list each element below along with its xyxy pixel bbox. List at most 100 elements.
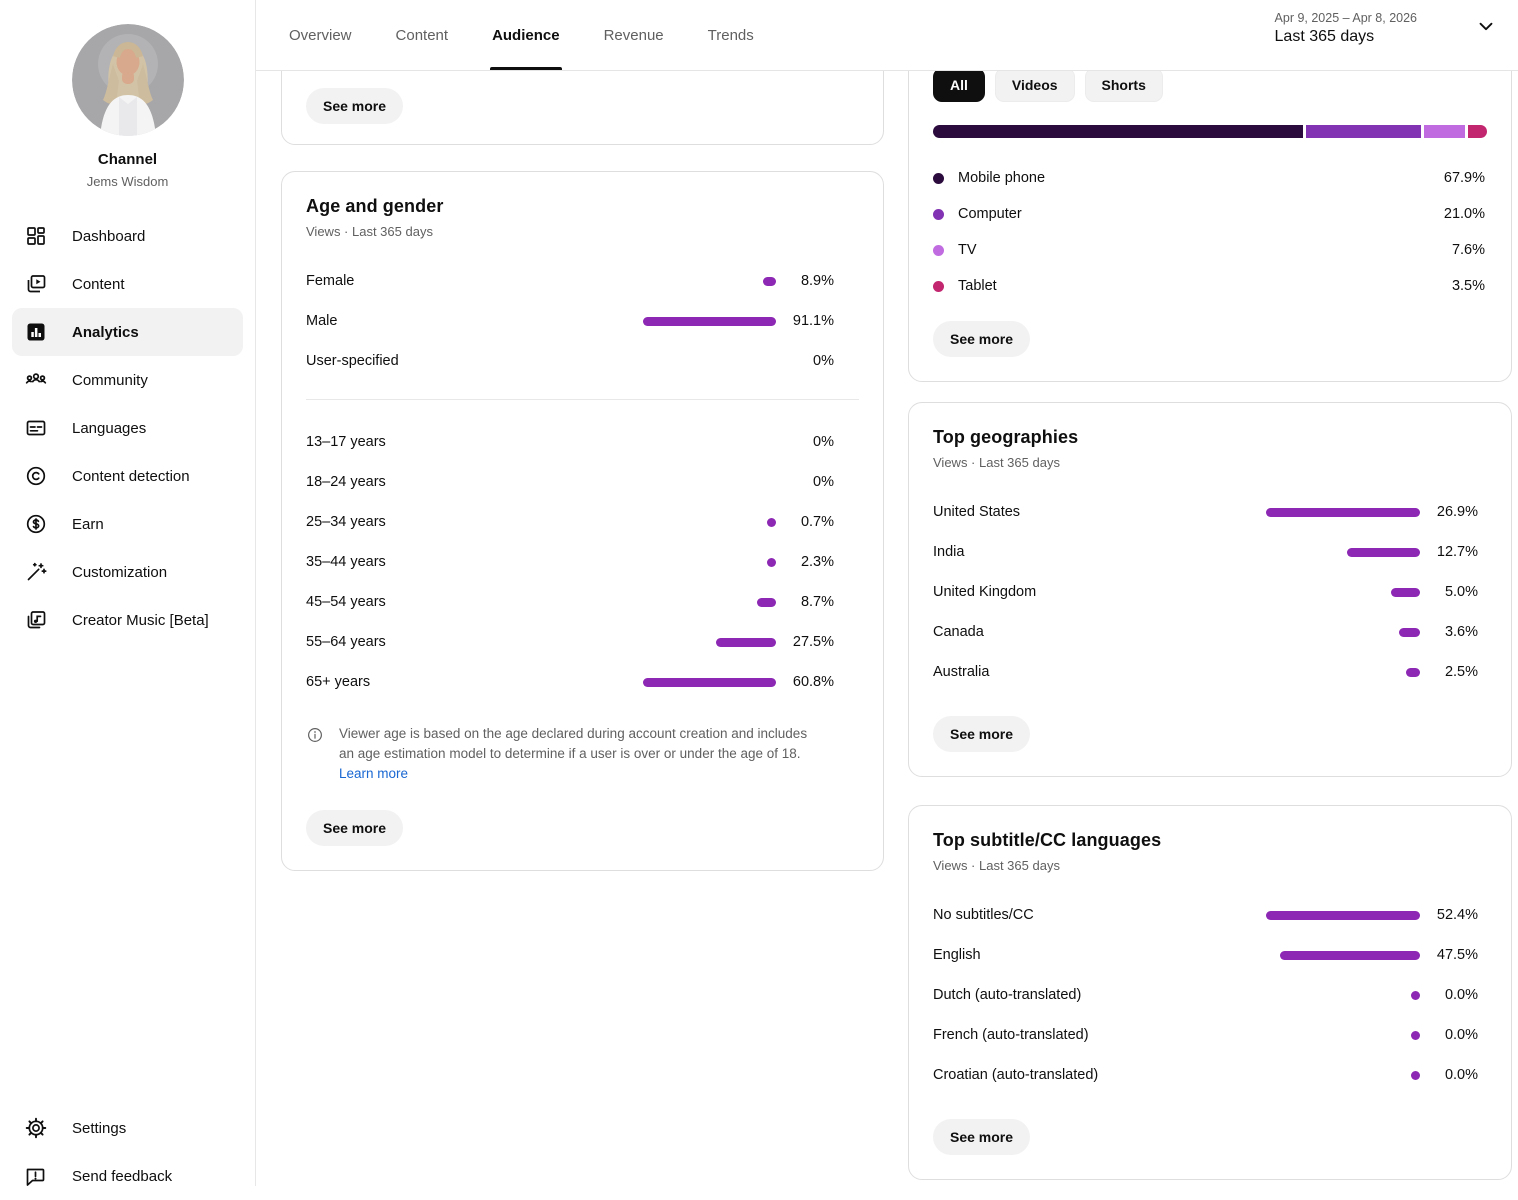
age-disclaimer: Viewer age is based on the age declared … <box>306 724 859 784</box>
legend-value: 21.0% <box>1443 206 1485 222</box>
learn-more-link[interactable]: Learn more <box>339 766 409 781</box>
tab-trends[interactable]: Trends <box>708 0 754 70</box>
stat-row-india: India 12.7% <box>933 532 1487 572</box>
see-more-button[interactable]: See more <box>306 810 404 846</box>
card-title: Top subtitle/CC languages <box>933 830 1162 850</box>
channel-avatar[interactable] <box>71 24 184 136</box>
see-more-button[interactable]: See more <box>933 716 1031 752</box>
stat-bar <box>1405 667 1420 677</box>
see-more-button[interactable]: See more <box>933 321 1031 357</box>
sidebar-item-analytics[interactable]: Analytics <box>12 308 243 356</box>
stat-row-female: Female 8.9% <box>306 261 859 301</box>
card-device-type: All Videos Shorts Mobile phone 67.9% Compute… <box>908 71 1512 382</box>
filter-chip-all[interactable]: All <box>933 71 985 102</box>
stat-row-45-54-years: 45–54 years 8.7% <box>306 582 859 622</box>
legend-dot <box>933 244 944 256</box>
sidebar-item-content-detection[interactable]: Content detection <box>12 452 243 500</box>
stat-row-male: Male 91.1% <box>306 301 859 341</box>
sidebar-item-settings[interactable]: Settings <box>12 1104 243 1152</box>
sidebar-item-community[interactable]: Community <box>12 356 243 404</box>
stat-bar-area <box>1250 990 1420 1000</box>
community-icon <box>24 368 48 392</box>
stat-label: Australia <box>933 664 990 680</box>
stat-bar <box>1391 587 1420 597</box>
sidebar-item-content[interactable]: Content <box>12 260 243 308</box>
stat-bar <box>1266 910 1420 920</box>
legend-dot <box>933 280 944 292</box>
stat-bar-area <box>1250 950 1420 960</box>
sidebar: Channel Jems Wisdom Dashboard Content Anal… <box>0 0 256 1186</box>
bar-segment-tablet <box>1467 125 1487 138</box>
stat-label: India <box>933 544 965 560</box>
stat-value: 0.0% <box>1444 1027 1478 1043</box>
stat-bar-area <box>1250 667 1420 677</box>
legend-value: 3.5% <box>1451 278 1485 294</box>
stat-label: 18–24 years <box>306 474 386 490</box>
sidebar-item-label: Creator Music [Beta] <box>72 611 209 629</box>
stat-value: 26.9% <box>1436 504 1478 520</box>
feedback-icon <box>24 1164 48 1188</box>
sidebar-nav: Dashboard Content Analytics Community Langua… <box>0 212 255 644</box>
stat-bar <box>643 677 776 687</box>
legend-label: Tablet <box>958 278 997 294</box>
stat-value: 5.0% <box>1444 584 1478 600</box>
tab-overview[interactable]: Overview <box>289 0 352 70</box>
card-subtitle: Views · Last 365 days <box>306 224 433 239</box>
legend-value: 7.6% <box>1451 242 1485 258</box>
stat-label: Female <box>306 273 355 289</box>
stat-row-canada: Canada 3.6% <box>933 612 1487 652</box>
chevron-down-icon[interactable] <box>1475 15 1497 42</box>
sidebar-item-creator-music-beta[interactable]: Creator Music [Beta] <box>12 596 243 644</box>
right-column: All Videos Shorts Mobile phone 67.9% Compute… <box>908 71 1512 1180</box>
music-icon <box>24 608 48 632</box>
stat-bar <box>763 276 776 286</box>
tab-label: Content <box>395 26 449 44</box>
left-column: See more Age and gender Views · Last 365… <box>281 71 884 871</box>
sidebar-item-send-feedback[interactable]: Send feedback <box>12 1152 243 1200</box>
tab-content[interactable]: Content <box>396 0 449 70</box>
legend-row-mobile-phone: Mobile phone 67.9% <box>933 160 1487 196</box>
analytics-tabs: Overview Content Audience Revenue Trends <box>289 0 1518 70</box>
sidebar-item-languages[interactable]: Languages <box>12 404 243 452</box>
see-more-button[interactable]: See more <box>933 1119 1031 1155</box>
disclaimer-text: Viewer age is based on the age declared … <box>339 724 823 784</box>
dashboard-icon <box>24 224 48 248</box>
stat-row-united-states: United States 26.9% <box>933 492 1487 532</box>
sidebar-item-label: Analytics <box>72 323 139 341</box>
divider <box>306 399 859 400</box>
see-more-button[interactable]: See more <box>306 88 404 124</box>
stat-label: English <box>933 947 981 963</box>
filter-chip-videos[interactable]: Videos <box>994 71 1075 102</box>
card-subtitle: Views · Last 365 days <box>933 455 1060 470</box>
stat-value: 12.7% <box>1436 544 1478 560</box>
tab-revenue[interactable]: Revenue <box>604 0 664 70</box>
sidebar-item-dashboard[interactable]: Dashboard <box>12 212 243 260</box>
sidebar-footer: Settings Send feedback <box>0 1104 255 1200</box>
info-icon <box>306 726 324 784</box>
stat-row-french-auto-translated: French (auto-translated) 0.0% <box>933 1015 1487 1055</box>
card-title: Top geographies <box>933 427 1079 447</box>
stat-label: Canada <box>933 624 984 640</box>
wand-icon <box>24 560 48 584</box>
stat-bar <box>1280 950 1420 960</box>
card-top-geographies: Top geographies Views · Last 365 days Un… <box>908 402 1512 777</box>
date-range-picker[interactable]: Apr 9, 2025 – Apr 8, 2026 Last 365 days <box>1275 11 1497 46</box>
tab-label: Audience <box>492 26 560 44</box>
date-preset-text: Last 365 days <box>1274 28 1375 45</box>
sidebar-item-earn[interactable]: Earn <box>12 500 243 548</box>
stat-bar <box>1411 1070 1420 1080</box>
stat-label: 35–44 years <box>306 554 386 570</box>
filter-chip-shorts[interactable]: Shorts <box>1084 71 1163 102</box>
stat-value: 0.0% <box>1444 987 1478 1003</box>
stat-label: No subtitles/CC <box>933 907 1034 923</box>
card-age-and-gender: Age and gender Views · Last 365 days Fem… <box>281 171 884 871</box>
tab-audience[interactable]: Audience <box>490 0 562 70</box>
legend-label: TV <box>958 242 977 258</box>
sidebar-item-customization[interactable]: Customization <box>12 548 243 596</box>
stat-value: 91.1% <box>792 313 834 329</box>
bar-segment-computer <box>1306 125 1421 138</box>
analytics-header: Overview Content Audience Revenue Trends Apr… <box>256 0 1518 71</box>
legend-label: Mobile phone <box>958 170 1046 186</box>
stat-row-australia: Australia 2.5% <box>933 652 1487 692</box>
stat-bar <box>715 637 776 647</box>
